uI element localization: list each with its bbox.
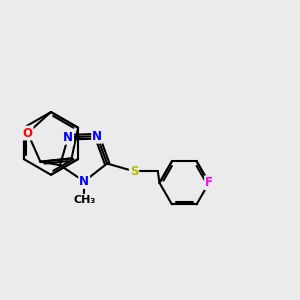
Text: N: N	[92, 130, 102, 143]
Text: N: N	[79, 175, 89, 188]
Text: S: S	[130, 165, 138, 178]
Text: F: F	[205, 176, 213, 189]
Text: N: N	[63, 131, 73, 144]
Text: CH₃: CH₃	[73, 195, 95, 205]
Text: O: O	[22, 127, 33, 140]
